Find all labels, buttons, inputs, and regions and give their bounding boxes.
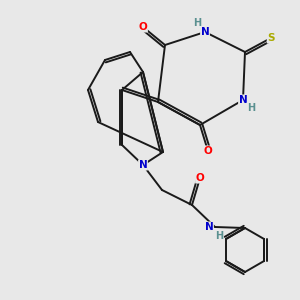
Text: H: H xyxy=(247,103,255,113)
Text: O: O xyxy=(139,22,147,32)
Text: H: H xyxy=(193,18,201,28)
Text: N: N xyxy=(205,222,213,232)
Text: O: O xyxy=(204,146,212,156)
Text: S: S xyxy=(267,33,275,43)
Text: N: N xyxy=(139,160,147,170)
Text: O: O xyxy=(196,173,204,183)
Text: N: N xyxy=(238,95,247,105)
Text: H: H xyxy=(215,231,223,241)
Text: N: N xyxy=(201,27,209,37)
